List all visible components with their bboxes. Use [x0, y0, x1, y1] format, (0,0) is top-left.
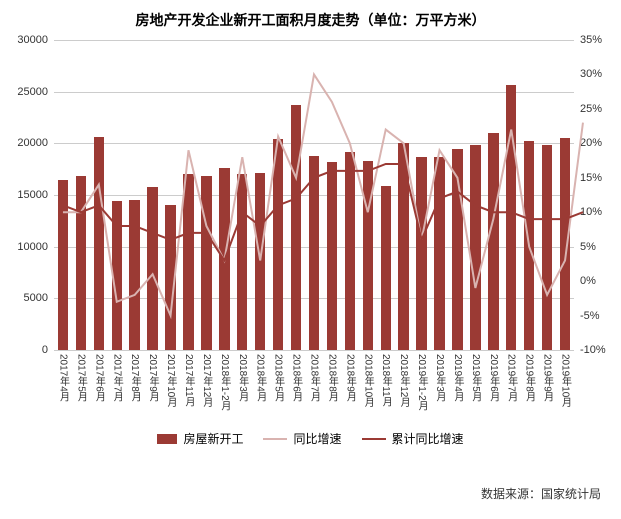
x-tick: 2017年11月 [181, 354, 196, 407]
x-tick: 2017年6月 [91, 354, 106, 402]
legend-item: 累计同比增速 [362, 430, 464, 447]
y-left-tick: 0 [42, 344, 48, 356]
y-right-tick: 5% [580, 241, 596, 253]
legend-label: 同比增速 [293, 430, 341, 447]
legend-label: 房屋新开工 [183, 430, 243, 447]
x-tick: 2017年4月 [55, 354, 70, 402]
x-tick: 2018年10月 [360, 354, 375, 407]
x-tick: 2019年4月 [450, 354, 465, 402]
lines-layer [54, 40, 574, 350]
x-tick: 2018年7月 [307, 354, 322, 402]
legend-swatch [362, 438, 386, 440]
y-left-tick: 30000 [17, 34, 48, 46]
x-tick: 2019年9月 [540, 354, 555, 402]
y-left-tick: 10000 [17, 241, 48, 253]
x-tick: 2018年9月 [342, 354, 357, 402]
y-right-tick: 30% [580, 68, 602, 80]
x-tick: 2019年8月 [522, 354, 537, 402]
x-tick: 2019年3月 [432, 354, 447, 402]
x-tick: 2017年10月 [163, 354, 178, 407]
x-tick: 2018年4月 [253, 354, 268, 402]
y-right-tick: 25% [580, 103, 602, 115]
legend-label: 累计同比增速 [392, 430, 464, 447]
x-tick: 2018年1-2月 [217, 354, 232, 411]
y-left-tick: 20000 [17, 137, 48, 149]
x-tick: 2019年10月 [558, 354, 573, 407]
x-tick: 2018年3月 [235, 354, 250, 402]
x-tick: 2019年7月 [504, 354, 519, 402]
data-source: 数据来源：国家统计局 [481, 485, 601, 502]
chart-title: 房地产开发企业新开工面积月度走势（单位：万平方米） [0, 10, 621, 30]
legend-item: 同比增速 [263, 430, 341, 447]
x-tick: 2019年5月 [468, 354, 483, 402]
y-right-tick: 0% [580, 275, 596, 287]
legend-swatch [263, 438, 287, 440]
x-tick: 2017年8月 [127, 354, 142, 402]
grid-line [54, 350, 574, 351]
y-right-tick: 10% [580, 206, 602, 218]
legend-item: 房屋新开工 [157, 430, 243, 447]
x-tick: 2017年12月 [199, 354, 214, 407]
x-tick: 2018年5月 [271, 354, 286, 402]
y-left-tick: 25000 [17, 86, 48, 98]
y-left-tick: 5000 [24, 292, 48, 304]
x-tick: 2019年1-2月 [414, 354, 429, 411]
chart-container: 房地产开发企业新开工面积月度走势（单位：万平方米） 05000100001500… [0, 0, 621, 519]
y-right-tick: 20% [580, 137, 602, 149]
y-right-tick: 15% [580, 172, 602, 184]
line-cumulative [63, 164, 583, 260]
x-tick: 2018年12月 [396, 354, 411, 407]
plot-area: 050001000015000200002500030000 -10%-5%0%… [54, 40, 574, 350]
x-tick: 2019年6月 [486, 354, 501, 402]
x-tick: 2018年6月 [289, 354, 304, 402]
x-tick: 2018年11月 [378, 354, 393, 407]
x-tick: 2017年5月 [73, 354, 88, 402]
x-tick: 2018年8月 [324, 354, 339, 402]
x-tick: 2017年7月 [109, 354, 124, 402]
y-right-tick: 35% [580, 34, 602, 46]
legend: 房屋新开工 同比增速 累计同比增速 [0, 430, 621, 447]
y-right-tick: -10% [580, 344, 606, 356]
y-right-tick: -5% [580, 310, 600, 322]
y-left-tick: 15000 [17, 189, 48, 201]
legend-swatch [157, 434, 177, 444]
line-yoy [63, 74, 583, 315]
x-tick: 2017年9月 [145, 354, 160, 402]
